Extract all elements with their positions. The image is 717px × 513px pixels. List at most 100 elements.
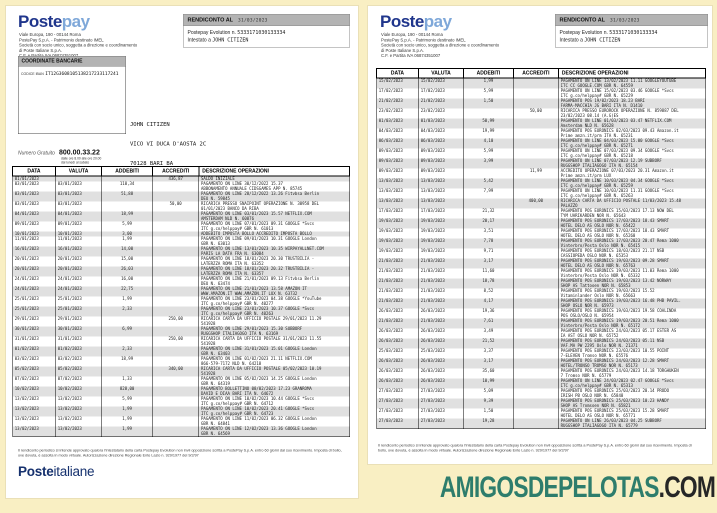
- transaction-row: 01/03/2023 01/03/2023 50,99 PAGAMENTO ON LI…: [376, 118, 706, 129]
- cell-credit: 400,00: [513, 198, 559, 209]
- cell-debit: [101, 201, 153, 212]
- cell-debit: 828,00: [101, 386, 153, 397]
- cell-debit: [463, 108, 514, 119]
- cell-debit: 5,99: [101, 396, 153, 407]
- cell-debit: 1,33: [101, 376, 153, 387]
- cell-debit: 1,99: [101, 416, 153, 427]
- cell-credit: [513, 408, 559, 419]
- cell-credit: [152, 296, 200, 307]
- cell-date: 27/03/2023: [376, 408, 419, 419]
- cell-debit: 3,51: [463, 228, 514, 239]
- cell-debit: 20,17: [463, 218, 514, 229]
- rendiconto-date: 31/03/2023: [610, 18, 640, 23]
- cell-debit: 1,99: [101, 426, 153, 437]
- coordinate-bancarie-body: CODICE IBAN IT12G3608105138217233117241: [18, 66, 126, 134]
- sender-line: di Poste Italiane S.p.A.: [381, 47, 424, 53]
- posteitaliane-logo-poste: Poste: [18, 464, 54, 479]
- cell-value-date: 27/03/2023: [418, 388, 464, 399]
- cell-date: 21/03/2023: [376, 258, 419, 269]
- transaction-row: 13/03/2023 13/03/2023 400,00 RICARICA CARTA…: [376, 198, 706, 209]
- transaction-row: 07/02/2023 07/02/2023 1,33 PAGAMENTO ON LIN…: [12, 376, 350, 387]
- cell-description: PAGAMENTO ON LINE 31/01/2023 15.01 GOOGL…: [198, 346, 350, 357]
- cell-debit: 9,71: [463, 248, 514, 259]
- cell-credit: [513, 148, 559, 159]
- cell-debit: 16,00: [101, 276, 153, 287]
- transaction-row: 20/01/2023 20/01/2023 26,03 PAGAMENTO ON LI…: [12, 266, 350, 277]
- cell-date: 24/01/2023: [12, 276, 56, 287]
- cell-debit: 5,42: [463, 178, 514, 189]
- cell-credit: [513, 178, 559, 189]
- cell-description: PAGAMENTO ON LINE 26/03/2023 04.25 SUBBO…: [558, 418, 706, 429]
- cell-date: 26/03/2023: [376, 358, 419, 369]
- recipient-line: JOHN CITIZEN: [130, 121, 170, 128]
- cell-value-date: 24/01/2023: [55, 286, 102, 297]
- transaction-row: 03/02/2023 03/02/2023 18,99 PAGAMENTO ON LI…: [12, 356, 350, 367]
- transaction-row: 17/03/2023 17/03/2023 21,32 PAGAMENTO POS E…: [376, 208, 706, 219]
- cell-credit: [513, 318, 559, 329]
- recipient-line: VICO VI DUCA D'AOSTA 2C: [130, 140, 207, 148]
- cell-value-date: 25/01/2023: [55, 306, 102, 317]
- cell-description: PAGAMENTO POS EURONICS 19/03/2023 09.28 …: [558, 258, 706, 269]
- cell-value-date: 23/02/2023: [418, 108, 464, 119]
- transaction-row: 27/03/2023 27/03/2023 19,28 PAGAMENTO ON LI…: [376, 418, 706, 429]
- cell-value-date: 03/01/2023: [55, 181, 102, 192]
- cell-date: 26/03/2023: [376, 308, 419, 319]
- cell-value-date: 09/03/2023: [418, 158, 464, 169]
- transaction-row: 24/01/2023 24/01/2023 22,75 PAGAMENTO ON LI…: [12, 286, 350, 297]
- cell-debit: 18,78: [463, 278, 514, 289]
- transaction-row: 04/01/2023 04/01/2023 18,99 PAGAMENTO ON LI…: [12, 211, 350, 222]
- cell-credit: 50,00: [513, 108, 559, 119]
- cell-date: 04/03/2023: [376, 128, 419, 139]
- transaction-row: 04/03/2023 04/03/2023 19,99 PAGAMENTO POS E…: [376, 128, 706, 139]
- cell-description: ACCREDITO OPERAZIONE 07/03/2023 20.31 Am…: [558, 168, 706, 179]
- cell-value-date: 11/01/2023: [55, 236, 102, 247]
- cell-date: 13/03/2023: [376, 198, 419, 209]
- cell-date: 26/03/2023: [376, 338, 419, 349]
- cell-description: PAGAMENTO ON LINE 18/01/2023 20.32 TRUST…: [198, 266, 350, 277]
- cell-debit: 19,36: [463, 308, 514, 319]
- sender-line: di Poste Italiane S.p.A.: [19, 47, 62, 53]
- cell-credit: [152, 231, 200, 237]
- cell-date: 13/02/2023: [12, 406, 56, 417]
- sender-line: PostePay S.p.A. - Patrimonio destinato I…: [381, 37, 466, 43]
- cell-credit: [152, 416, 200, 427]
- transaction-row: 26/03/2023 26/03/2023 35,60 PAGAMENTO POS E…: [376, 368, 706, 379]
- cell-value-date: 26/03/2023: [418, 378, 464, 389]
- cell-value-date: 13/02/2023: [55, 406, 102, 417]
- cell-debit: 1,99: [463, 78, 514, 89]
- cell-value-date: 20/01/2023: [55, 256, 102, 267]
- numero-gratuito-note: dal lunedì al sabato: [61, 160, 90, 165]
- transaction-row: 09/03/2023 09/03/2023 11,99 ACCREDITO OPERA…: [376, 168, 706, 179]
- legal-footnote: Il rendiconto periodico si intende appro…: [378, 443, 692, 453]
- cell-description: PAGAMENTO ON LINE 01/03/2023 03.47 NETFL…: [558, 118, 706, 129]
- column-header: ADDEBITI: [463, 68, 514, 79]
- cell-credit: [513, 118, 559, 129]
- cell-date: 26/03/2023: [376, 368, 419, 379]
- cell-value-date: 13/02/2023: [55, 416, 102, 427]
- recipient-address: JOHN CITIZEN VICO VI DUCA D'AOSTA 2C 701…: [130, 108, 206, 180]
- transaction-row: 24/01/2023 24/01/2023 16,00 PAGAMENTO ON LI…: [12, 276, 350, 287]
- cell-value-date: 09/03/2023: [418, 148, 464, 159]
- postepay-logo: Postepay: [380, 12, 452, 32]
- cell-credit: [513, 388, 559, 399]
- transaction-row: 26/03/2023 26/03/2023 3,17 PAGAMENTO POS EU…: [376, 358, 706, 369]
- transaction-row: 09/01/2023 09/01/2023 5,99 PAGAMENTO ON LIN…: [12, 221, 350, 232]
- cell-value-date: 21/03/2023: [418, 258, 464, 269]
- cell-value-date: [55, 176, 102, 182]
- transaction-row: 01/02/2023 01/02/2023 2,33 PAGAMENTO ON LIN…: [12, 346, 350, 357]
- cell-debit: 50,99: [463, 118, 514, 129]
- cell-credit: [513, 398, 559, 409]
- cell-date: 10/02/2023: [12, 386, 56, 397]
- cell-value-date: 03/02/2023: [55, 356, 102, 367]
- cell-date: 20/01/2023: [12, 256, 56, 267]
- cell-debit: 26,03: [101, 266, 153, 277]
- cell-credit: [513, 268, 559, 279]
- cell-debit: 18,99: [101, 356, 153, 367]
- cell-credit: [152, 406, 200, 417]
- cell-value-date: 21/03/2023: [418, 318, 464, 329]
- table-header-row: DATA VALUTA ADDEBITI ACCREDITI DESCRIZIONE O…: [12, 166, 351, 177]
- cell-value-date: 25/01/2023: [55, 296, 102, 307]
- cell-description: PAGAMENTO ON LINE 30/12/2022 15.37 ABBONA…: [198, 181, 350, 192]
- cell-debit: 3,99: [463, 158, 514, 169]
- cell-value-date: 10/01/2023: [55, 231, 102, 237]
